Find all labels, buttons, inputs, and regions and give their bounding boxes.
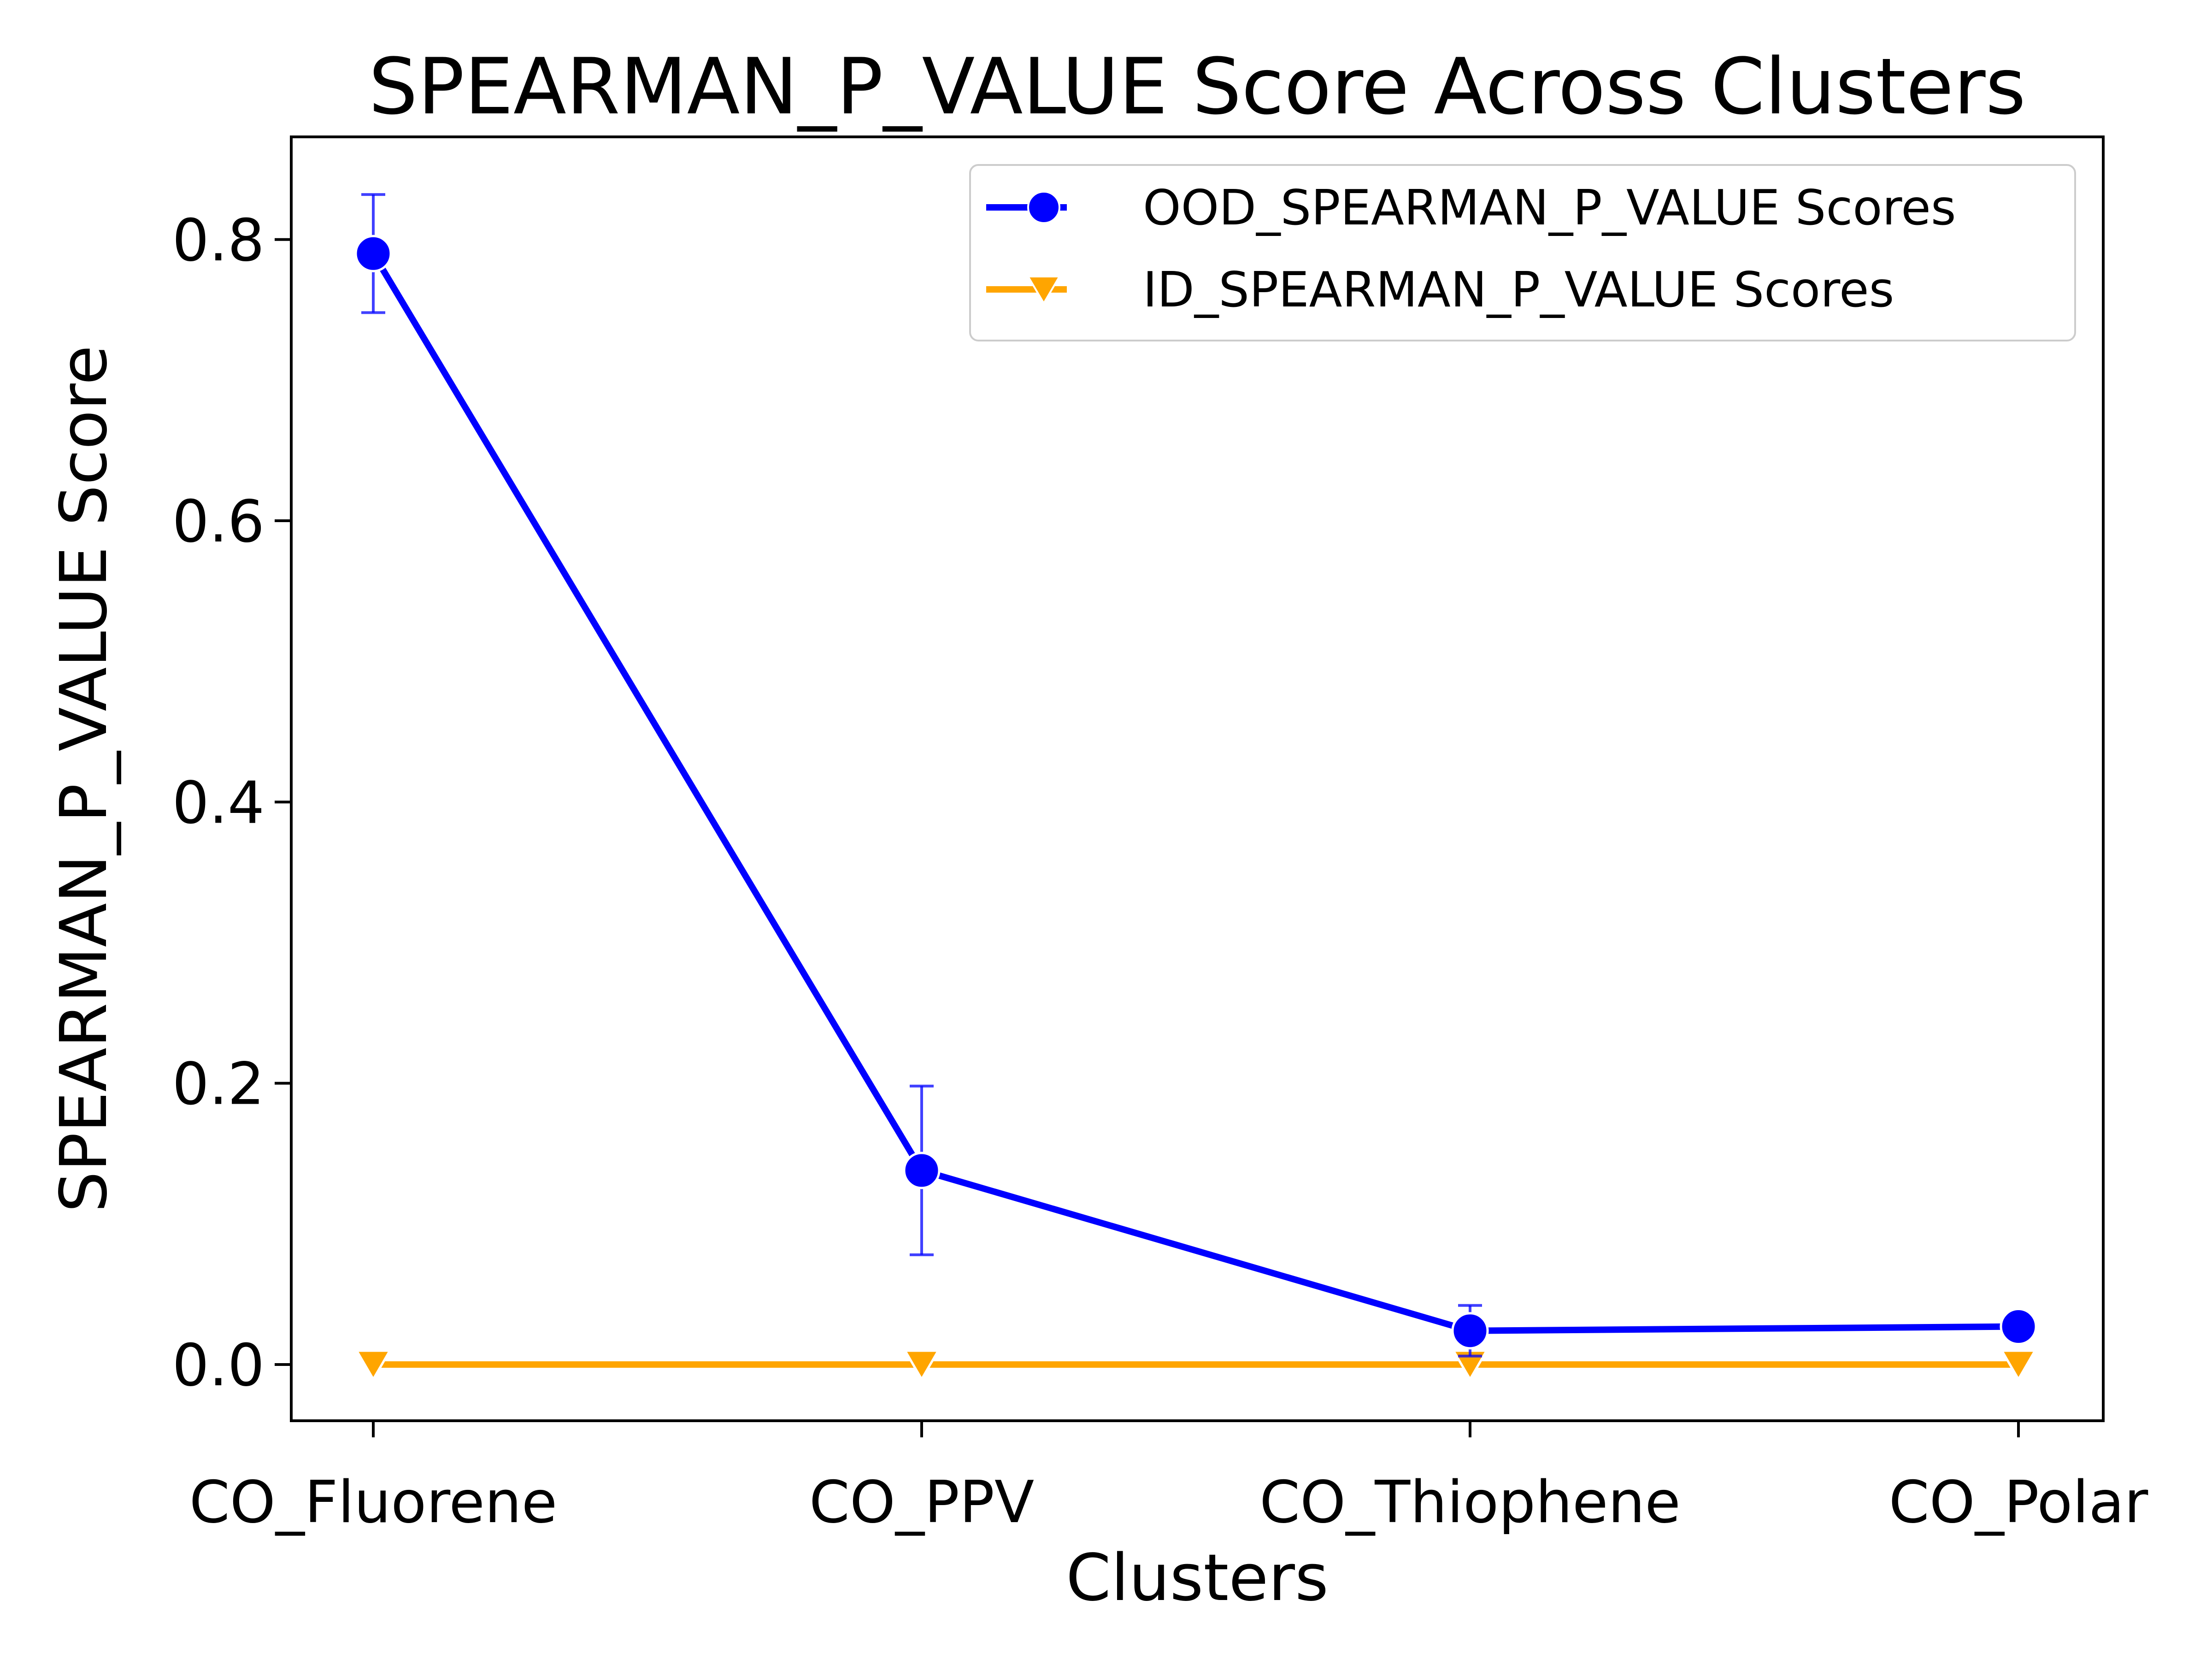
series-id <box>354 1349 2037 1382</box>
legend: OOD_SPEARMAN_P_VALUE Scores ID_SPEARMAN_… <box>969 164 2076 341</box>
x-tick-label: CO_Polar <box>1889 1468 2148 1536</box>
legend-ood-marker <box>1027 191 1060 224</box>
y-tick-label: 0.4 <box>172 769 265 836</box>
data-point <box>354 1349 392 1382</box>
x-tick-label: CO_Fluorene <box>189 1468 558 1536</box>
legend-id-label: ID_SPEARMAN_P_VALUE Scores <box>1143 262 1894 318</box>
data-point <box>903 1349 941 1382</box>
y-tick-label: 0.0 <box>172 1331 265 1399</box>
x-tick-label: CO_Thiophene <box>1259 1468 1681 1536</box>
y-axis-label: SPEARMAN_P_VALUE Score <box>47 345 122 1212</box>
plot-area <box>354 193 2037 1382</box>
x-axis: CO_Fluorene CO_PPV CO_Thiophene CO_Polar <box>189 1421 2148 1536</box>
legend-ood-label: OOD_SPEARMAN_P_VALUE Scores <box>1143 180 1956 236</box>
data-point <box>903 1152 941 1189</box>
x-axis-label: Clusters <box>1066 1541 1329 1616</box>
data-point <box>2000 1349 2037 1382</box>
y-axis: 0.0 0.2 0.4 0.6 0.8 <box>172 206 291 1399</box>
series-ood <box>354 193 2037 1358</box>
legend-frame <box>969 164 2076 341</box>
series-line <box>370 252 2019 1334</box>
chart-title: SPEARMAN_P_VALUE Score Across Clusters <box>369 41 2026 132</box>
legend-id-marker <box>1026 276 1061 305</box>
y-tick-label: 0.6 <box>172 488 265 555</box>
axes-frame <box>290 135 2105 1422</box>
data-point <box>1451 1312 1489 1350</box>
x-tick-label: CO_PPV <box>809 1468 1034 1536</box>
y-tick-label: 0.2 <box>172 1050 265 1118</box>
data-point <box>2000 1308 2037 1346</box>
y-tick-label: 0.8 <box>172 206 265 274</box>
data-point <box>354 235 392 272</box>
